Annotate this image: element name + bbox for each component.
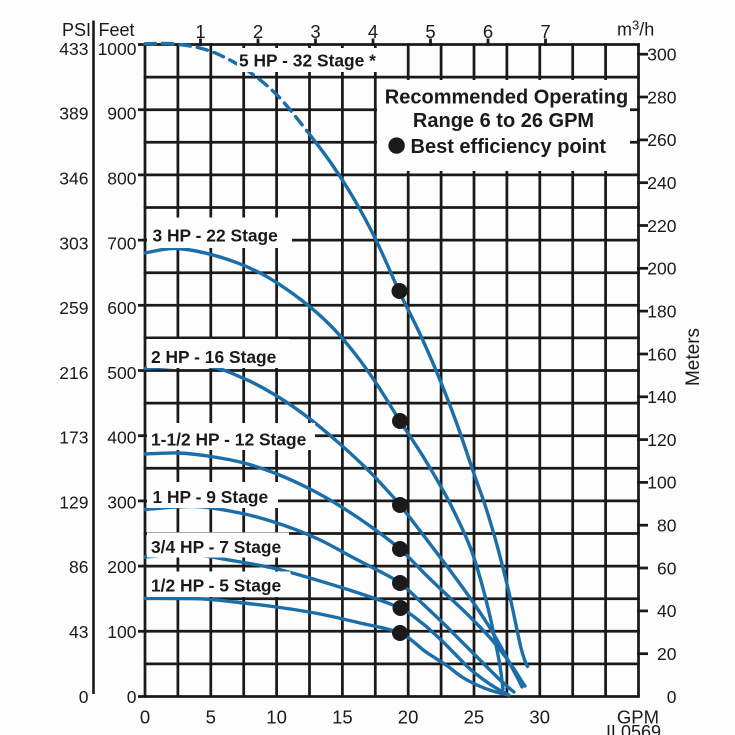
svg-text:Best efficiency point: Best efficiency point xyxy=(411,136,607,158)
svg-text:20: 20 xyxy=(398,707,419,728)
svg-text:300: 300 xyxy=(647,45,676,65)
svg-text:0: 0 xyxy=(140,707,150,728)
svg-text:2 HP - 16 Stage: 2 HP - 16 Stage xyxy=(151,347,277,367)
svg-text:120: 120 xyxy=(647,430,676,450)
svg-text:3/4 HP - 7 Stage: 3/4 HP - 7 Stage xyxy=(151,537,281,557)
svg-text:400: 400 xyxy=(107,428,136,448)
svg-text:3 HP - 22 Stage: 3 HP - 22 Stage xyxy=(153,226,279,246)
svg-text:5: 5 xyxy=(206,707,216,728)
svg-text:129: 129 xyxy=(59,492,88,512)
svg-text:80: 80 xyxy=(657,516,677,536)
svg-text:1: 1 xyxy=(195,21,205,42)
svg-text:1 HP - 9 Stage: 1 HP - 9 Stage xyxy=(153,487,269,507)
svg-text:1000: 1000 xyxy=(98,39,137,59)
svg-text:5: 5 xyxy=(425,21,435,42)
svg-text:200: 200 xyxy=(647,259,676,279)
svg-text:30: 30 xyxy=(529,707,550,728)
svg-text:160: 160 xyxy=(647,344,676,364)
svg-text:100: 100 xyxy=(647,473,676,493)
svg-text:259: 259 xyxy=(59,298,88,318)
svg-text:300: 300 xyxy=(107,492,136,512)
svg-text:800: 800 xyxy=(107,169,136,189)
svg-text:7: 7 xyxy=(540,21,550,42)
svg-text:220: 220 xyxy=(647,216,676,236)
svg-text:260: 260 xyxy=(647,130,676,150)
svg-text:140: 140 xyxy=(647,387,676,407)
svg-text:100: 100 xyxy=(107,622,136,642)
svg-text:m3/h: m3/h xyxy=(617,18,654,40)
svg-text:346: 346 xyxy=(59,169,88,189)
svg-text:280: 280 xyxy=(647,87,676,107)
svg-text:700: 700 xyxy=(107,233,136,253)
svg-text:0: 0 xyxy=(79,687,89,707)
svg-text:GPM: GPM xyxy=(617,707,659,728)
svg-text:5 HP - 32 Stage *: 5 HP - 32 Stage * xyxy=(239,51,376,71)
svg-text:25: 25 xyxy=(464,707,485,728)
svg-text:4: 4 xyxy=(368,21,378,42)
svg-text:433: 433 xyxy=(59,39,88,59)
svg-text:Meters: Meters xyxy=(683,328,704,386)
svg-text:86: 86 xyxy=(69,557,88,577)
svg-text:1/2 HP - 5 Stage: 1/2 HP - 5 Stage xyxy=(151,575,281,595)
svg-text:389: 389 xyxy=(59,104,88,124)
svg-text:900: 900 xyxy=(107,104,136,124)
svg-text:60: 60 xyxy=(657,558,677,578)
svg-text:Feet: Feet xyxy=(99,20,135,40)
svg-text:Range 6 to 26 GPM: Range 6 to 26 GPM xyxy=(413,110,594,132)
svg-text:2: 2 xyxy=(253,21,263,42)
svg-text:3: 3 xyxy=(310,21,320,42)
svg-text:6: 6 xyxy=(483,21,493,42)
svg-text:240: 240 xyxy=(647,173,676,193)
svg-text:200: 200 xyxy=(107,557,136,577)
svg-text:43: 43 xyxy=(69,622,88,642)
svg-text:180: 180 xyxy=(647,301,676,321)
svg-text:303: 303 xyxy=(59,233,88,253)
svg-text:IL0569: IL0569 xyxy=(606,722,661,735)
svg-text:0: 0 xyxy=(127,687,137,707)
svg-text:173: 173 xyxy=(59,428,88,448)
svg-text:600: 600 xyxy=(107,298,136,318)
svg-text:Recommended Operating: Recommended Operating xyxy=(385,86,628,108)
svg-text:PSI: PSI xyxy=(62,20,91,40)
svg-text:10: 10 xyxy=(266,707,287,728)
svg-text:1-1/2 HP - 12 Stage: 1-1/2 HP - 12 Stage xyxy=(151,429,307,449)
svg-text:500: 500 xyxy=(107,363,136,383)
svg-text:15: 15 xyxy=(332,707,353,728)
svg-text:20: 20 xyxy=(657,644,677,664)
svg-text:40: 40 xyxy=(657,601,677,621)
svg-text:0: 0 xyxy=(667,687,677,707)
svg-text:216: 216 xyxy=(59,363,88,383)
